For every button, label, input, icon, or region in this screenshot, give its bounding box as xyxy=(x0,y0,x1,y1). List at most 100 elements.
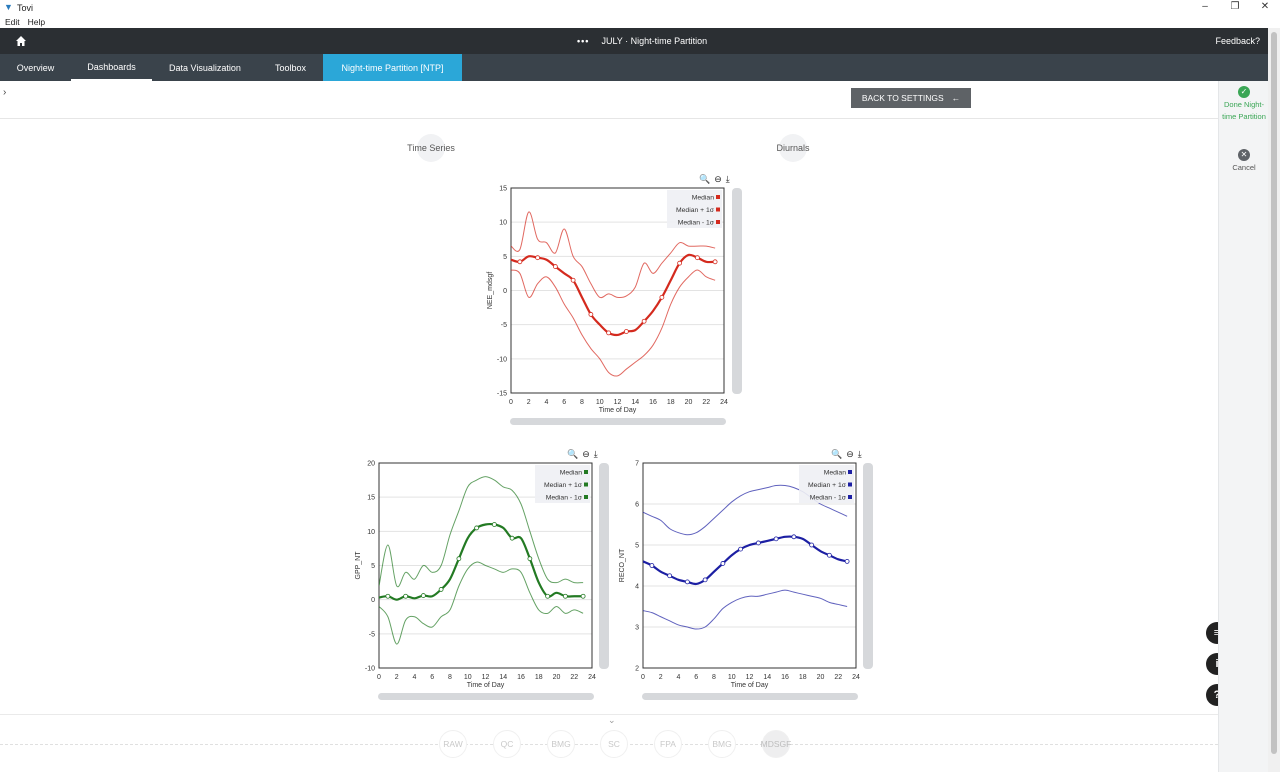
legend-swatch xyxy=(716,220,720,224)
main-content: › BACK TO SETTINGS ← Time Series Diurnal… xyxy=(0,81,1228,772)
data-point xyxy=(456,556,462,562)
more-options-icon[interactable]: ••• xyxy=(577,36,590,46)
done-night-time-partition-button[interactable]: ✓ Done Night-time Partition xyxy=(1219,86,1269,123)
y-tick-label: -10 xyxy=(497,356,507,363)
x-tick-label: 12 xyxy=(746,674,754,681)
series-line-2 xyxy=(643,589,848,630)
step-raw[interactable]: RAW xyxy=(439,730,467,758)
data-point xyxy=(535,255,541,261)
menu-edit[interactable]: Edit xyxy=(5,16,20,27)
data-point xyxy=(844,559,850,564)
x-tick-label: 10 xyxy=(728,674,736,681)
maximize-button[interactable]: ❐ xyxy=(1230,1,1240,12)
done-label: Done Night-time Partition xyxy=(1222,100,1266,121)
y-tick-label: 2 xyxy=(635,666,639,673)
x-tick-label: 4 xyxy=(545,399,549,406)
step-sc[interactable]: SC xyxy=(600,730,628,758)
gpp-chart-hscroll[interactable] xyxy=(378,693,594,700)
nee-chart-vscroll[interactable] xyxy=(732,188,742,394)
back-to-settings-button[interactable]: BACK TO SETTINGS ← xyxy=(851,88,971,108)
x-tick-label: 0 xyxy=(641,674,645,681)
tab-toolbox[interactable]: Toolbox xyxy=(274,62,307,73)
y-tick-label: 0 xyxy=(503,288,507,295)
reco-chart-vscroll[interactable] xyxy=(863,463,873,669)
data-point xyxy=(491,522,497,527)
legend-label: Median + 1σ xyxy=(676,207,715,214)
y-tick-label: 10 xyxy=(367,529,375,536)
y-tick-label: 10 xyxy=(499,220,507,227)
data-point xyxy=(474,525,480,531)
x-tick-label: 20 xyxy=(685,399,693,406)
reco-chart-toolbar: 🔍 ⊖ ⤓ xyxy=(831,449,862,460)
subtab-diurnals-label: Diurnals xyxy=(776,143,810,153)
data-point xyxy=(552,264,558,269)
data-point xyxy=(791,534,797,540)
zoom-in-icon[interactable]: 🔍 xyxy=(831,449,843,459)
menubar: Edit Help xyxy=(0,15,1280,28)
x-axis-label: Time of Day xyxy=(467,682,505,689)
window-scrollbar[interactable] xyxy=(1268,28,1280,772)
tab-overview[interactable]: Overview xyxy=(16,62,55,73)
subtab-time-series[interactable]: Time Series xyxy=(400,134,462,162)
y-axis-label: RECO_NT xyxy=(619,548,626,582)
x-tick-label: 4 xyxy=(677,674,681,681)
series-line-2 xyxy=(511,269,716,377)
step-bmg-2[interactable]: BMG xyxy=(708,730,736,758)
feedback-link[interactable]: Feedback? xyxy=(1215,36,1260,46)
x-tick-label: 14 xyxy=(763,674,771,681)
gpp-chart-vscroll[interactable] xyxy=(599,463,609,669)
chevron-down-icon[interactable]: ⌄ xyxy=(608,715,616,725)
y-tick-label: 3 xyxy=(635,625,639,632)
home-icon[interactable] xyxy=(14,34,28,48)
x-tick-label: 10 xyxy=(464,674,472,681)
x-tick-label: 18 xyxy=(799,674,807,681)
chart-legend: Median Median + 1σ Median - 1σ xyxy=(667,190,722,228)
data-point xyxy=(773,536,779,542)
tab-data-visualization[interactable]: Data Visualization xyxy=(169,62,241,73)
close-window-button[interactable]: ✕ xyxy=(1260,1,1270,12)
zoom-in-icon[interactable]: 🔍 xyxy=(567,449,579,459)
series-line-2 xyxy=(379,561,584,645)
x-tick-label: 12 xyxy=(482,674,490,681)
download-icon[interactable]: ⤓ xyxy=(857,449,862,459)
data-point xyxy=(659,294,665,300)
legend-box xyxy=(667,190,722,228)
back-to-settings-label: BACK TO SETTINGS xyxy=(861,93,944,103)
legend-box xyxy=(535,465,590,503)
download-icon[interactable]: ⤓ xyxy=(725,174,730,184)
tab-dashboards[interactable]: Dashboards xyxy=(71,54,152,81)
series-line-1 xyxy=(379,476,584,588)
download-icon[interactable]: ⤓ xyxy=(593,449,598,459)
y-tick-label: 5 xyxy=(371,563,375,570)
scrollbar-thumb[interactable] xyxy=(1271,32,1277,754)
series-line-1 xyxy=(511,211,716,299)
legend-label: Median - 1σ xyxy=(810,495,847,502)
legend-swatch xyxy=(584,495,588,499)
x-tick-label: 6 xyxy=(430,674,434,681)
x-tick-label: 4 xyxy=(413,674,417,681)
cancel-button[interactable]: ✕ Cancel xyxy=(1219,149,1269,174)
legend-box xyxy=(799,465,854,503)
legend-label: Median - 1σ xyxy=(678,220,715,227)
subtab-diurnals[interactable]: Diurnals xyxy=(770,134,816,162)
series-line-0 xyxy=(643,535,848,586)
step-fpa[interactable]: FPA xyxy=(654,730,682,758)
zoom-out-icon[interactable]: ⊖ xyxy=(582,449,590,459)
zoom-out-icon[interactable]: ⊖ xyxy=(714,174,722,184)
minimize-button[interactable]: – xyxy=(1202,1,1208,12)
subtab-time-series-label: Time Series xyxy=(407,143,455,153)
data-point xyxy=(403,593,409,599)
expand-panel-chevron-icon[interactable]: › xyxy=(3,87,7,98)
step-bmg[interactable]: BMG xyxy=(547,730,575,758)
step-mdsgf[interactable]: MDSGF xyxy=(761,730,791,758)
tab-night-time-partition[interactable]: Night-time Partition [NTP] xyxy=(323,54,462,81)
data-point xyxy=(649,563,655,568)
step-qc[interactable]: QC xyxy=(493,730,521,758)
zoom-out-icon[interactable]: ⊖ xyxy=(846,449,854,459)
nee-chart-hscroll[interactable] xyxy=(510,418,726,425)
workflow-steps: RAW QC BMG SC FPA BMG MDSGF xyxy=(0,730,1218,758)
zoom-in-icon[interactable]: 🔍 xyxy=(699,174,711,184)
data-point xyxy=(809,542,815,548)
reco-chart-hscroll[interactable] xyxy=(642,693,858,700)
menu-help[interactable]: Help xyxy=(27,16,46,27)
